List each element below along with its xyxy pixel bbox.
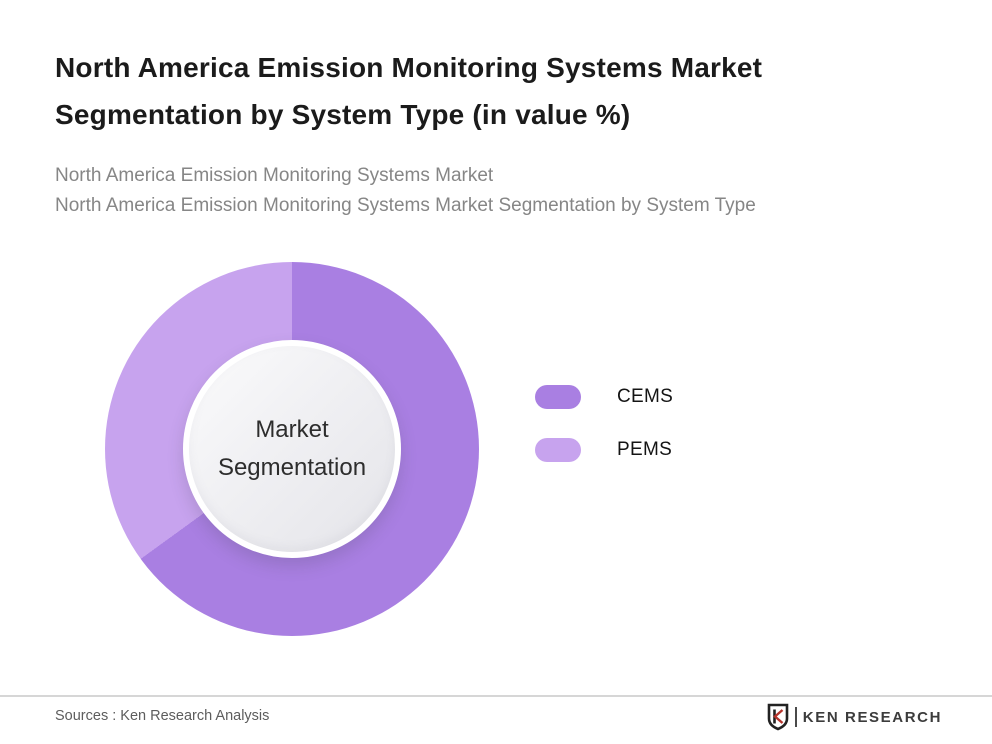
legend-label-cems: CEMS [617, 385, 674, 407]
sources-text: Sources : Ken Research Analysis [55, 708, 270, 724]
legend-swatch-pems [535, 437, 581, 462]
page-title-line1: North America Emission Monitoring System… [55, 52, 763, 83]
donut-center-circle: Market Segmentation [183, 340, 401, 558]
donut-center-label: Market Segmentation [217, 416, 367, 481]
page-subtitle-line1: North America Emission Monitoring System… [55, 165, 494, 186]
footer-divider [0, 695, 992, 697]
page-title-line2: Segmentation by System Type (in value %) [55, 99, 631, 130]
page-subtitle: North America Emission Monitoring System… [55, 161, 955, 221]
page-subtitle-line2: North America Emission Monitoring System… [55, 195, 756, 216]
legend-swatch-cems [535, 384, 581, 409]
ken-research-logo: KEN RESEARCH [767, 702, 942, 732]
legend-item-cems: CEMS [535, 384, 673, 409]
page-title: North America Emission Monitoring System… [55, 44, 935, 138]
legend-label-pems: PEMS [617, 438, 673, 460]
logo-separator [794, 707, 797, 727]
legend-item-pems: PEMS [535, 437, 673, 462]
chart-legend: CEMS PEMS [535, 384, 673, 490]
logo-text: KEN RESEARCH [802, 708, 942, 726]
shield-k-icon [767, 703, 789, 731]
donut-chart-container: Market Segmentation [105, 262, 479, 636]
